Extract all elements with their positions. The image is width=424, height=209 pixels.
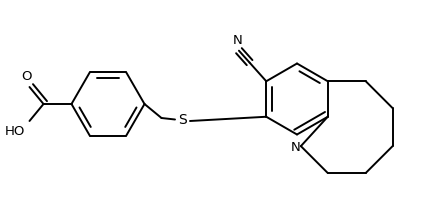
- Text: O: O: [21, 70, 32, 83]
- Text: N: N: [233, 34, 243, 47]
- Text: N: N: [291, 141, 301, 154]
- Text: HO: HO: [5, 125, 25, 138]
- Text: S: S: [178, 113, 187, 127]
